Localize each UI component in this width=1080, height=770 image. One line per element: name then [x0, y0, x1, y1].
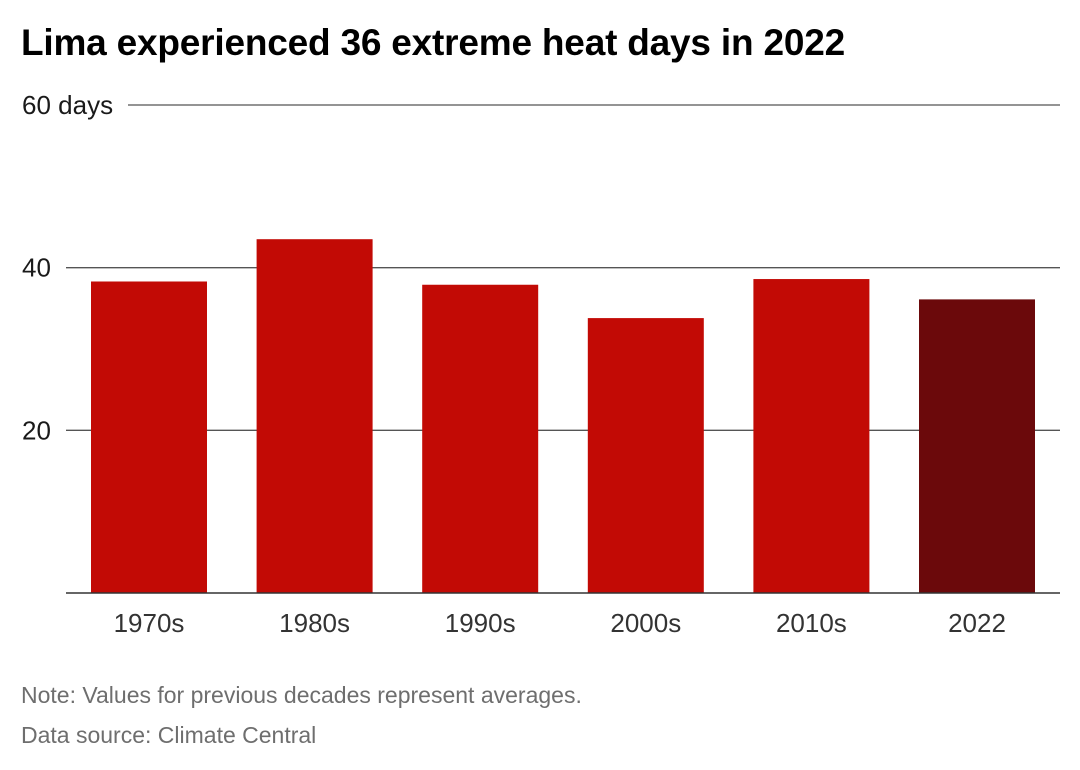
bar-1970s: [91, 281, 207, 593]
bar-chart: 20 40 60 days 1970s 1980s 1990s 2000s 2010s 202…: [22, 90, 1060, 638]
chart-title: Lima experienced 36 extreme heat days in…: [21, 22, 845, 63]
y-tick-label-60: 60 days: [22, 90, 113, 120]
bar-2022: [919, 299, 1035, 593]
x-tick-labels: 1970s 1980s 1990s 2000s 2010s 2022: [114, 608, 1006, 638]
bar-1990s: [422, 284, 539, 593]
x-tick-label-2000s: 2000s: [610, 608, 681, 638]
y-tick-label-20: 20: [22, 415, 51, 445]
footnote: Note: Values for previous decades repres…: [21, 682, 582, 708]
grid-lines: [66, 104, 1060, 431]
x-tick-label-1990s: 1990s: [445, 608, 516, 638]
x-tick-label-1970s: 1970s: [114, 608, 185, 638]
bar-2010s: [753, 279, 870, 593]
x-tick-label-1980s: 1980s: [279, 608, 350, 638]
bars: [91, 239, 1035, 593]
data-source: Data source: Climate Central: [21, 722, 317, 748]
x-tick-label-2010s: 2010s: [776, 608, 847, 638]
bar-2000s: [587, 318, 704, 593]
y-tick-labels: 20 40 60 days: [22, 90, 113, 445]
y-tick-label-40: 40: [22, 253, 51, 283]
bar-1980s: [256, 239, 373, 593]
x-tick-label-2022: 2022: [948, 608, 1006, 638]
